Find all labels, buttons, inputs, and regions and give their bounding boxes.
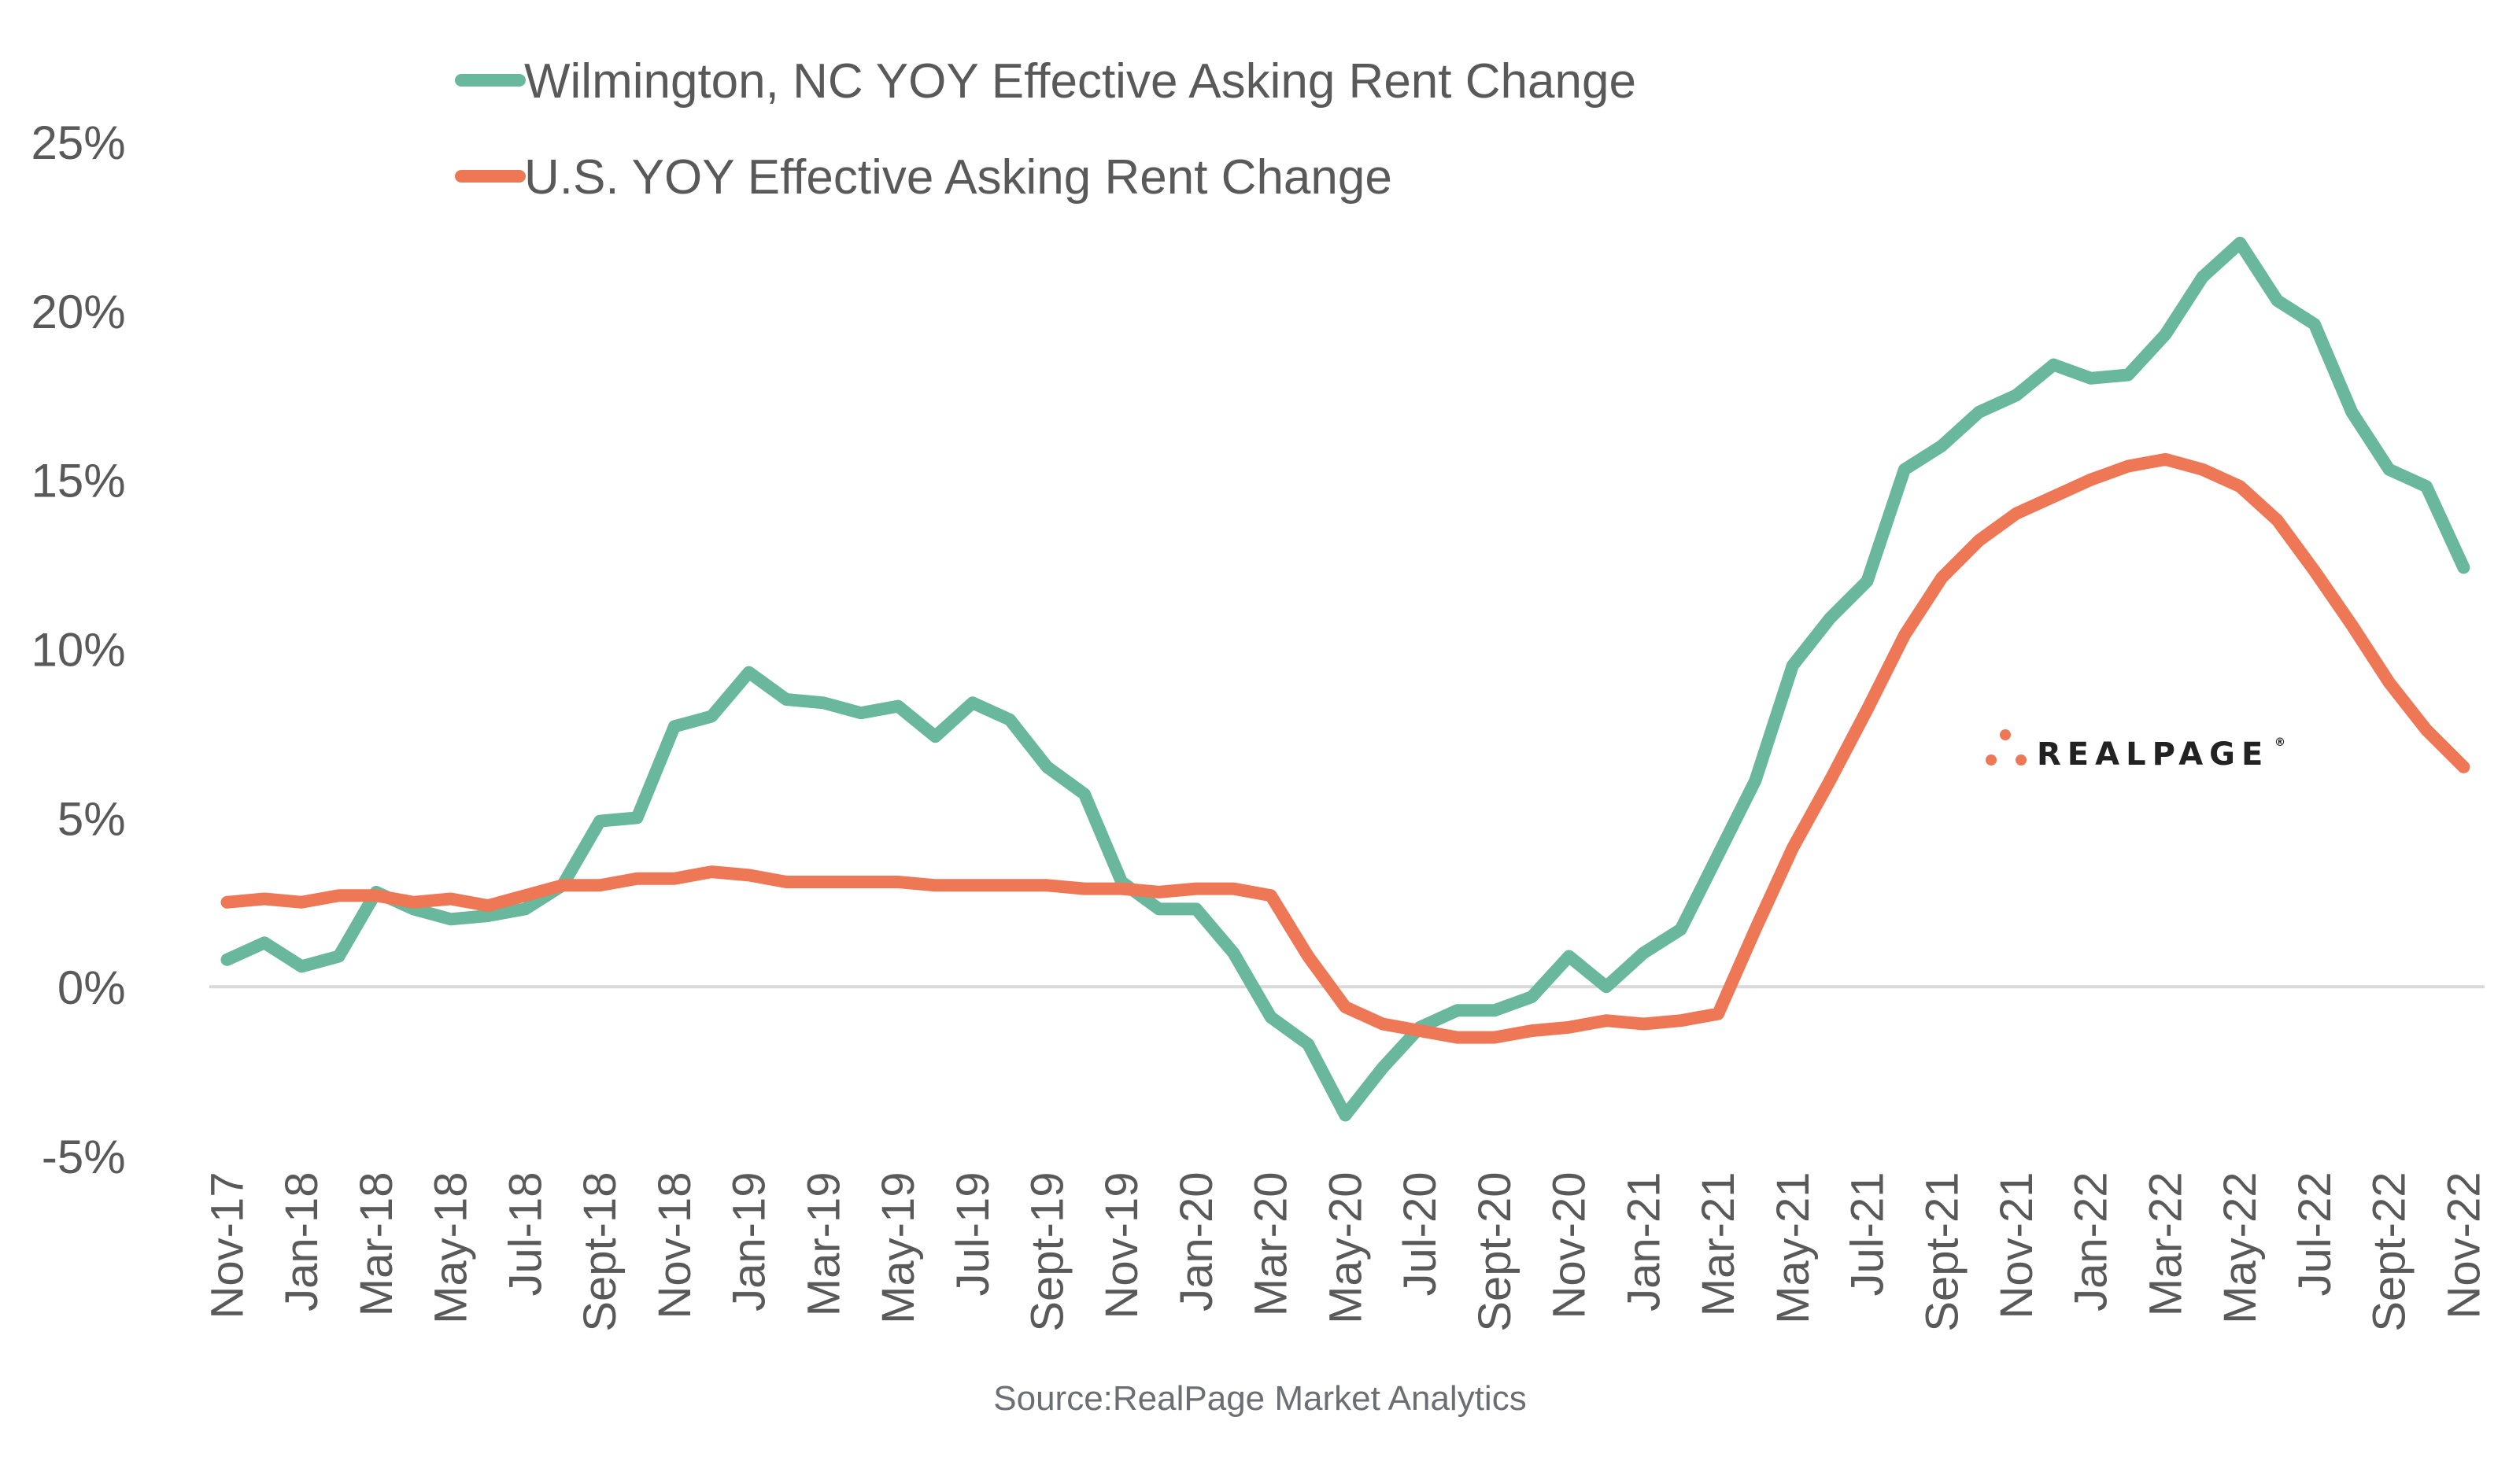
x-tick-label: Mar-22 <box>2140 1171 2191 1316</box>
x-tick-label: Mar-21 <box>1693 1171 1744 1316</box>
logo-text: REALPAGE <box>2037 736 2269 773</box>
x-axis: Nov-17 Jan-18 Mar-18 May-18 Jul-18 Sept-18 Nov… <box>201 1171 2489 1331</box>
legend-item-us[interactable]: U.S. YOY Effective Asking Rent Change <box>455 150 1392 205</box>
x-tick-label: Nov-21 <box>1991 1171 2042 1319</box>
legend-label-us: U.S. YOY Effective Asking Rent Change <box>524 150 1392 205</box>
y-tick-label: 25% <box>31 116 125 169</box>
x-tick-label: Sept-19 <box>1022 1171 1073 1331</box>
x-tick-label: Mar-18 <box>351 1171 402 1316</box>
x-tick-label: Jan-21 <box>1618 1171 1669 1311</box>
y-tick-label: 5% <box>57 792 126 845</box>
x-tick-label: Mar-19 <box>798 1171 849 1316</box>
y-tick-label: 0% <box>57 961 126 1014</box>
logo-dot-icon <box>2016 754 2027 766</box>
logo-registered-mark: ® <box>2274 736 2292 749</box>
x-tick-label: Nov-20 <box>1544 1171 1595 1319</box>
x-tick-label: Jan-20 <box>1171 1171 1222 1311</box>
legend-label-wilmington: Wilmington, NC YOY Effective Asking Rent… <box>524 54 1636 109</box>
x-tick-label: Sept-21 <box>1916 1171 1968 1331</box>
x-tick-label: Nov-22 <box>2438 1171 2489 1319</box>
x-tick-label: May-19 <box>873 1171 924 1323</box>
legend-item-wilmington[interactable]: Wilmington, NC YOY Effective Asking Rent… <box>455 54 1636 109</box>
x-tick-label: Sept-22 <box>2364 1171 2415 1331</box>
logo-dot-icon <box>1986 754 1997 766</box>
x-tick-label: Mar-20 <box>1246 1171 1297 1316</box>
x-tick-label: Jan-22 <box>2066 1171 2117 1311</box>
logo-dot-icon <box>2000 729 2011 740</box>
x-tick-label: May-22 <box>2215 1171 2266 1323</box>
x-tick-label: Jul-20 <box>1395 1171 1446 1296</box>
x-tick-label: May-21 <box>1768 1171 1819 1323</box>
y-tick-label: 10% <box>31 624 125 677</box>
source-note: Source:RealPage Market Analytics <box>993 1379 1526 1418</box>
realpage-logo: REALPAGE ® <box>1986 729 2292 773</box>
x-tick-label: Nov-19 <box>1096 1171 1147 1319</box>
x-tick-label: Nov-17 <box>201 1171 253 1319</box>
series-layer <box>220 236 2470 1122</box>
x-tick-label: Jan-18 <box>276 1171 327 1311</box>
x-tick-label: Jan-19 <box>724 1171 775 1311</box>
x-tick-label: Sept-18 <box>575 1171 626 1331</box>
x-tick-label: May-18 <box>426 1171 477 1323</box>
y-tick-label: 15% <box>31 455 125 507</box>
x-tick-label: Jul-21 <box>1842 1171 1894 1296</box>
x-tick-label: May-20 <box>1320 1171 1371 1323</box>
x-tick-label: Jul-18 <box>500 1171 551 1296</box>
y-tick-label: 20% <box>31 286 125 338</box>
x-tick-label: Nov-18 <box>649 1171 700 1319</box>
y-tick-label: -5% <box>42 1131 126 1183</box>
legend: Wilmington, NC YOY Effective Asking Rent… <box>455 54 1636 205</box>
x-tick-label: Sept-20 <box>1469 1171 1520 1331</box>
x-tick-label: Jul-19 <box>948 1171 999 1296</box>
y-axis: -5% 0% 5% 10% 15% 20% 25% <box>31 116 125 1183</box>
x-tick-label: Jul-22 <box>2289 1171 2341 1296</box>
series-line-wilmington <box>220 236 2470 1122</box>
series-line-us <box>220 452 2470 1044</box>
